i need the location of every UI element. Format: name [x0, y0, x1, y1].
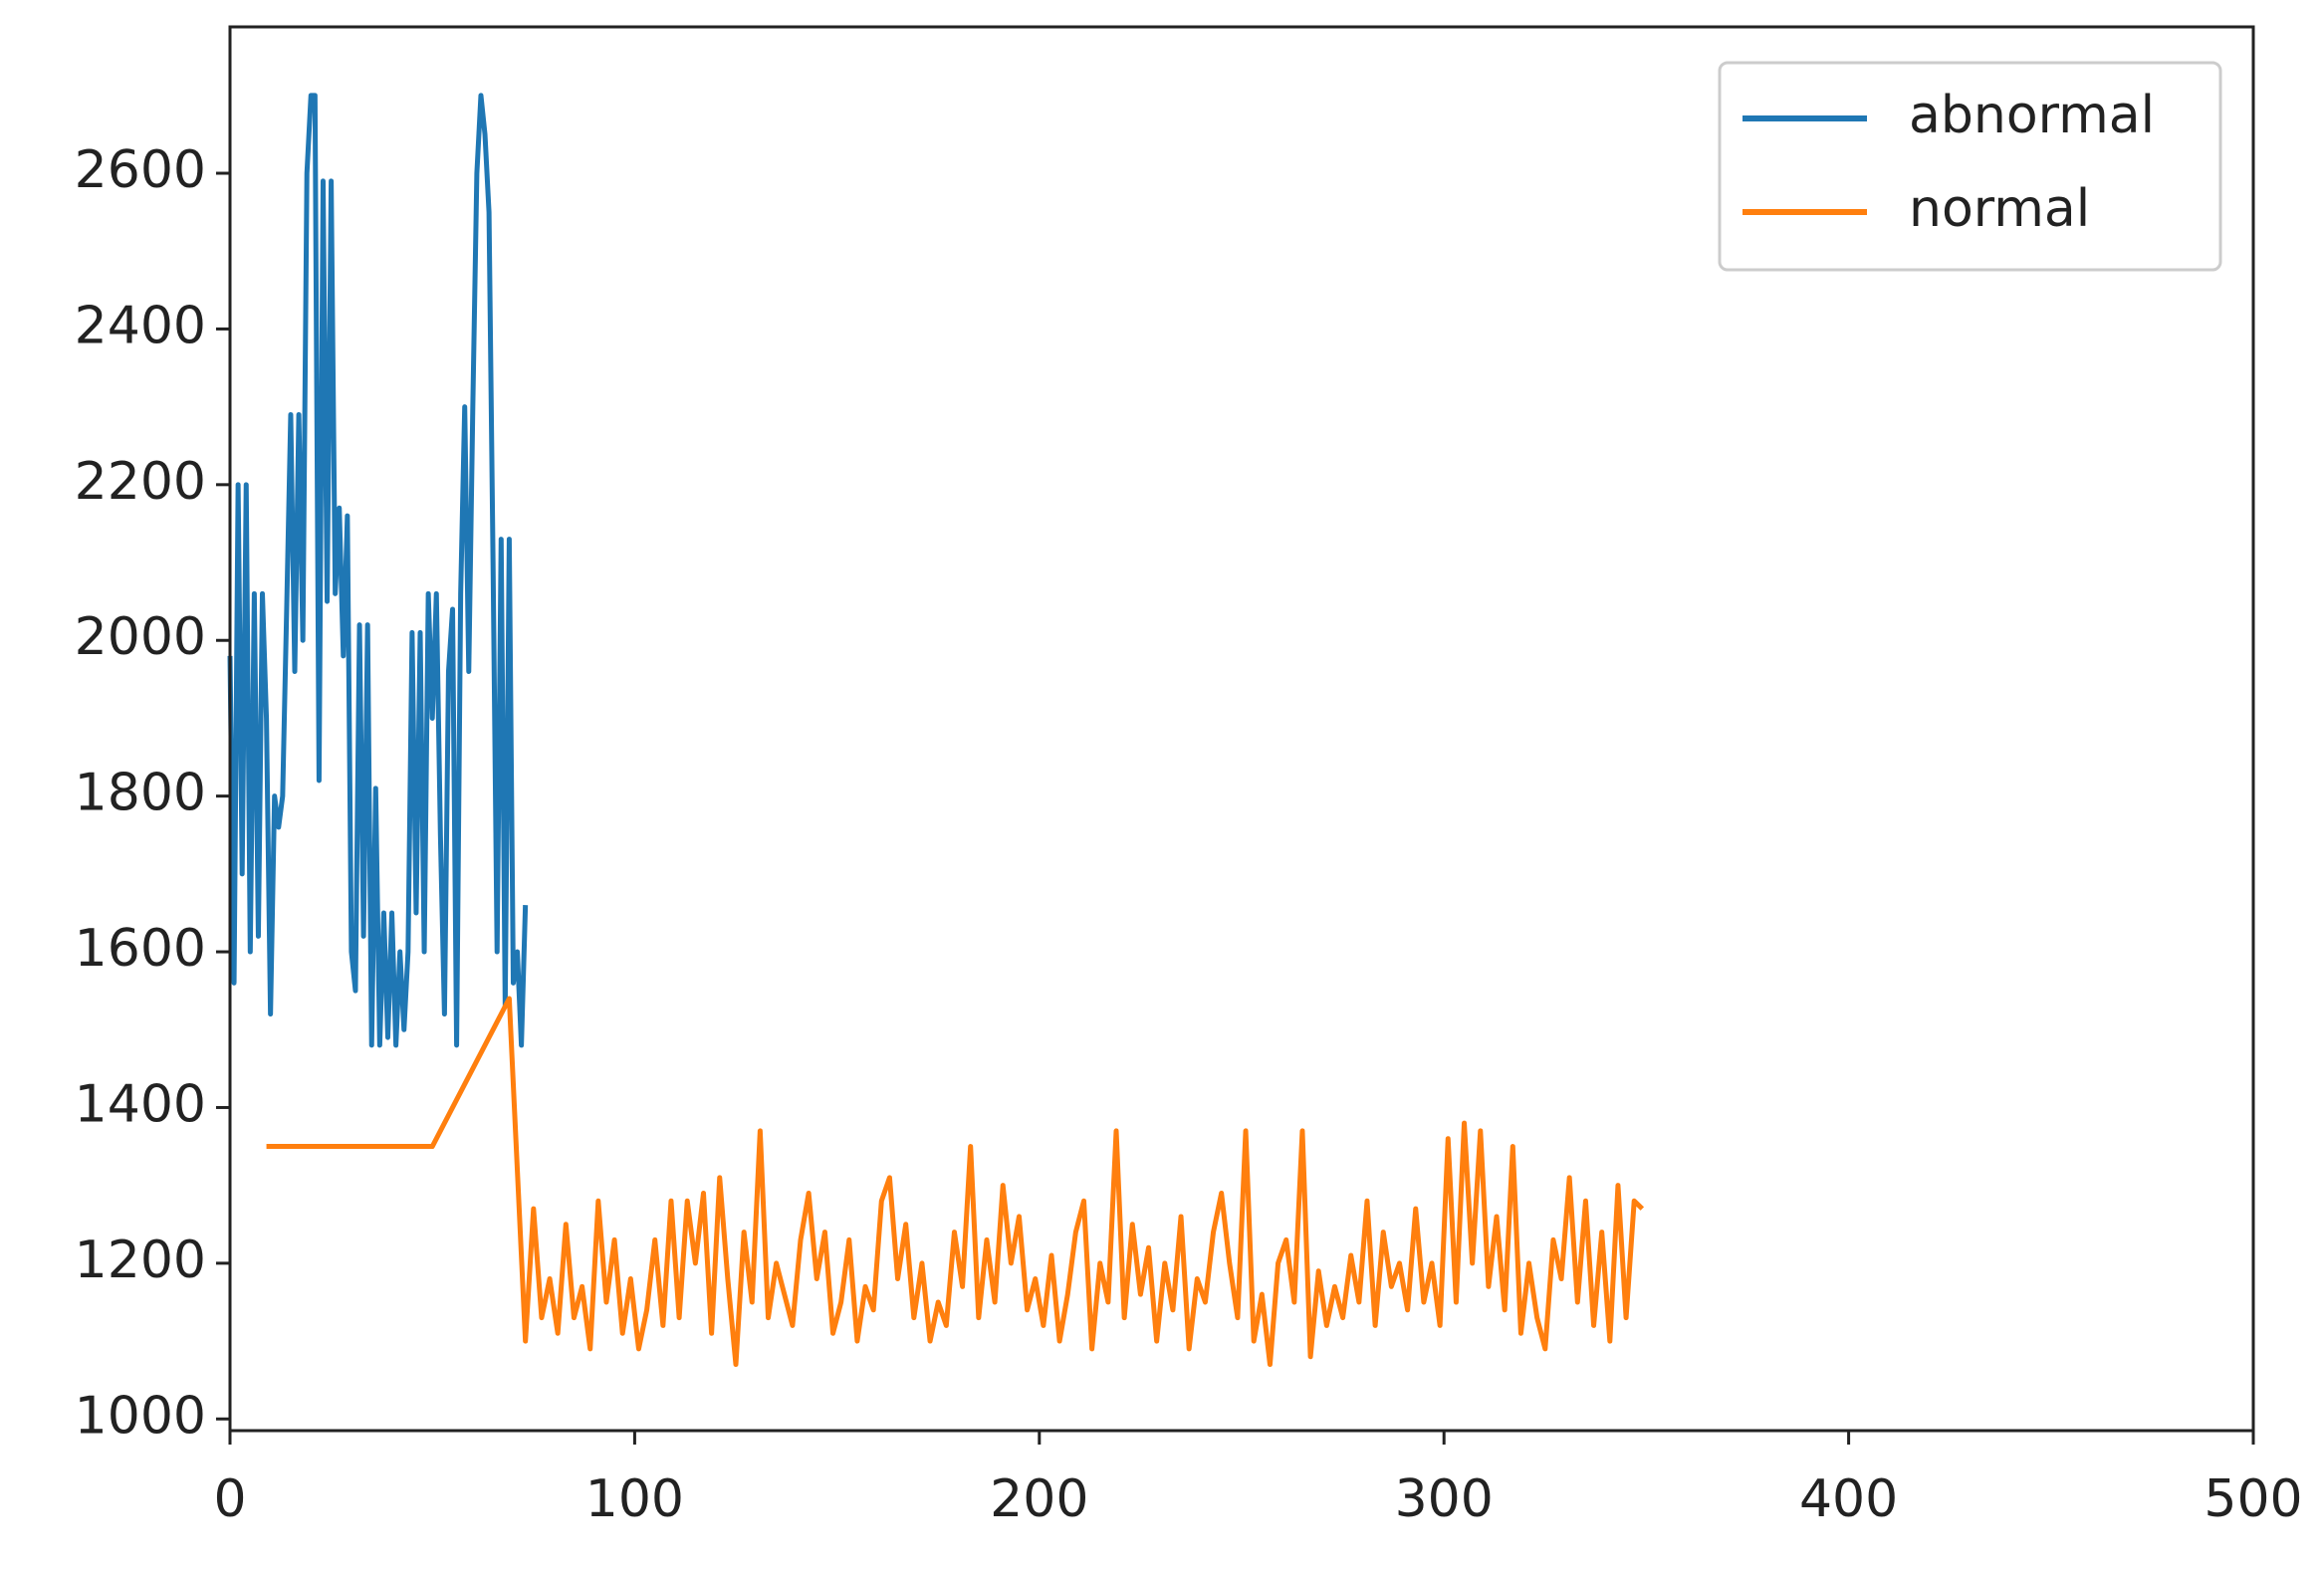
x-tick-label: 500: [2204, 1469, 2302, 1529]
x-tick-label: 200: [990, 1469, 1088, 1529]
x-tick-label: 0: [213, 1469, 246, 1529]
plot-frame: [228, 25, 2255, 1433]
legend-box: [1718, 61, 2222, 272]
y-tick-label: 2400: [75, 296, 206, 355]
legend-label: abnormal: [1909, 86, 2155, 145]
y-tick-label: 2000: [75, 607, 206, 667]
y-tick-label: 1000: [75, 1386, 206, 1446]
y-tick-label: 1600: [75, 919, 206, 979]
y-tick-label: 1400: [75, 1074, 206, 1134]
y-tick-label: 1200: [75, 1231, 206, 1290]
y-tick-label: 1800: [75, 764, 206, 823]
y-tick-label: 2600: [75, 140, 206, 200]
series-line: [266, 996, 1645, 1368]
x-tick-label: 100: [585, 1469, 684, 1529]
y-tick-label: 2200: [75, 452, 206, 512]
legend-label: normal: [1909, 179, 2090, 239]
x-tick-label: 400: [1799, 1469, 1898, 1529]
x-tick-label: 300: [1395, 1469, 1494, 1529]
series-line: [227, 93, 529, 1048]
